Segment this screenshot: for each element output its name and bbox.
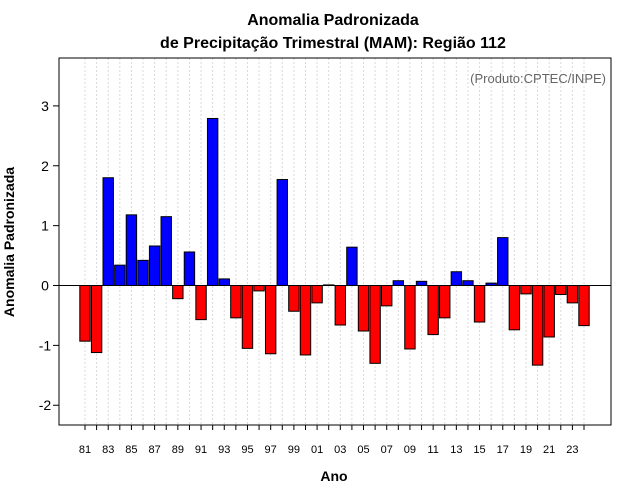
x-tick-label: 85 <box>125 444 137 456</box>
vertical-gridlines <box>84 58 585 425</box>
x-axis-title: Ano <box>320 468 347 484</box>
bar-1989 <box>172 285 184 300</box>
bar-2020 <box>531 285 544 366</box>
bar-2013 <box>450 271 463 287</box>
y-tick-label: 3 <box>41 98 49 114</box>
bar-2024 <box>578 285 590 327</box>
bar-1986 <box>137 259 149 287</box>
x-tick-label: 97 <box>265 444 277 456</box>
plot-frame <box>58 57 612 426</box>
bar-2023 <box>566 285 579 304</box>
x-tick-label: 09 <box>404 444 416 456</box>
chart-title: Anomalia Padronizada <box>247 12 419 29</box>
x-tick-label: 13 <box>450 444 462 456</box>
bar-2001 <box>311 285 323 304</box>
y-axis-title: Anomalia Padronizada <box>1 167 17 317</box>
bar-2022 <box>555 285 567 295</box>
x-tick-label: 19 <box>520 444 532 456</box>
bar-1996 <box>253 285 265 292</box>
bar-1999 <box>288 285 300 312</box>
bar-2003 <box>334 285 347 326</box>
bar-series <box>79 117 590 366</box>
y-tick-label: -2 <box>39 397 52 413</box>
x-tick-label: 87 <box>149 444 161 456</box>
x-tick-label: 93 <box>218 444 230 456</box>
y-tick-label: 0 <box>41 278 49 294</box>
bar-2008 <box>392 280 405 287</box>
x-tick-label: 17 <box>497 444 509 456</box>
bar-2015 <box>473 285 486 323</box>
x-tick-label: 01 <box>311 444 323 456</box>
bar-1984 <box>114 264 126 287</box>
bar-1995 <box>241 285 254 349</box>
bar-2018 <box>508 285 521 331</box>
bar-2009 <box>404 285 416 350</box>
bar-2007 <box>381 285 393 307</box>
bar-1998 <box>276 179 288 287</box>
bar-1985 <box>125 214 138 287</box>
x-tick-label: 21 <box>543 444 555 456</box>
y-tick-label: 1 <box>41 218 49 234</box>
bar-2014 <box>462 280 474 287</box>
x-tick-label: 91 <box>195 444 207 456</box>
bar-1983 <box>102 177 114 287</box>
x-tick-label: 99 <box>288 444 300 456</box>
bar-1988 <box>160 216 172 287</box>
y-tick-label: -1 <box>39 337 52 353</box>
bar-2011 <box>427 285 439 336</box>
x-tick-label: 95 <box>241 444 253 456</box>
y-axis: -2 -1 0 1 2 3 <box>39 98 59 413</box>
x-axis: 81 83 85 87 89 91 93 95 97 99 01 03 05 07 09 11 13 15 17 19… <box>79 425 585 456</box>
product-annotation: (Produto:CPTEC/INPE) <box>470 71 606 86</box>
bar-1997 <box>264 285 277 355</box>
bar-2006 <box>369 285 381 364</box>
bar-2021 <box>543 285 555 338</box>
bar-2000 <box>299 285 312 356</box>
bar-1994 <box>230 285 242 319</box>
bar-2004 <box>346 246 358 287</box>
bar-1981 <box>79 285 91 342</box>
y-tick-label: 2 <box>41 158 49 174</box>
bar-1991 <box>195 285 207 321</box>
bar-2012 <box>439 285 451 319</box>
x-tick-label: 05 <box>357 444 369 456</box>
x-tick-label: 83 <box>102 444 114 456</box>
x-tick-label: 07 <box>381 444 393 456</box>
bar-2005 <box>357 285 370 332</box>
x-tick-label: 89 <box>172 444 184 456</box>
bar-1992 <box>206 117 219 287</box>
bar-2019 <box>520 285 532 295</box>
bar-2017 <box>497 237 509 287</box>
bar-1982 <box>90 285 103 354</box>
bar-2010 <box>415 280 428 287</box>
bar-1987 <box>148 245 161 287</box>
x-tick-label: 81 <box>79 444 91 456</box>
x-tick-label: 11 <box>427 444 438 456</box>
x-tick-label: 03 <box>334 444 346 456</box>
chart-subtitle: de Precipitação Trimestral (MAM): Região… <box>160 35 506 52</box>
x-tick-label: 15 <box>473 444 485 456</box>
bar-1993 <box>218 278 230 287</box>
x-tick-label: 23 <box>566 444 578 456</box>
bar-1990 <box>183 251 196 287</box>
